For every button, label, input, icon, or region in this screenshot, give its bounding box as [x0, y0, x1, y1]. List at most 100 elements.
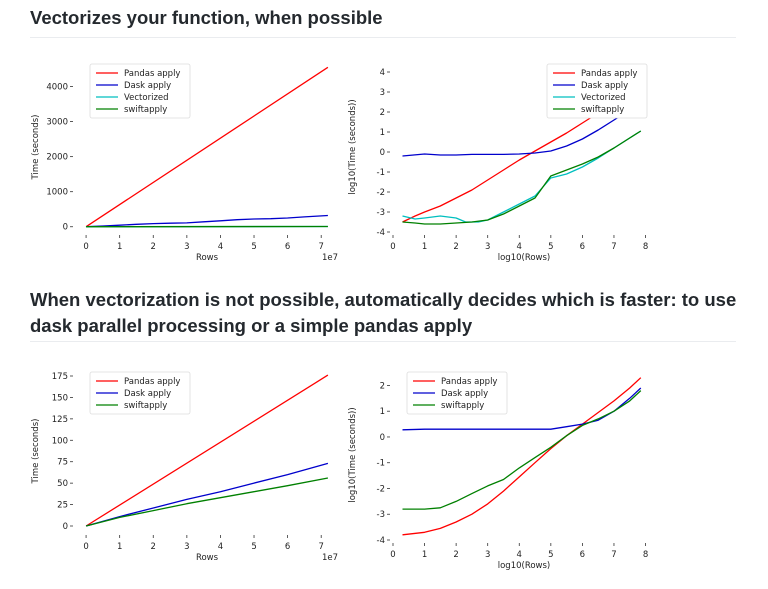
chart0-x-tick-label: 6	[285, 242, 290, 252]
chart1-y-tick-label: -2	[377, 188, 385, 198]
chart0-legend-label-pandas-apply: Pandas apply	[124, 69, 180, 79]
chart2-y-tick-label: 75	[57, 458, 68, 468]
chart2-x-tick-label: 3	[184, 542, 189, 552]
chart-log-time-vs-log-rows-vectorized: 0 1 2 3 4 5 6 7 8-4-3-2-101234log10(Rows)log10(T…	[348, 63, 648, 263]
chart0-y-tick-label: 1000	[46, 188, 68, 198]
chart3-legend-label-dask-apply: Dask apply	[441, 389, 488, 399]
chart3-legend-label-swiftapply: swiftapply	[441, 401, 484, 411]
chart2-legend: Pandas apply Dask apply swiftapply	[89, 371, 191, 415]
chart2-x-tick-label: 2	[151, 542, 156, 552]
heading-divider	[30, 37, 736, 38]
chart3-y-tick-label: -1	[377, 459, 385, 469]
chart1-y-tick-label: 0	[380, 148, 385, 158]
chart-log-time-vs-log-rows-not-vectorized: 0 1 2 3 4 5 6 7 8 -4 -3 -2 -1 0 1 2 log10(Rows) log10(Tim…	[348, 371, 648, 571]
chart3-legend-frame	[406, 371, 508, 415]
chart0-x-tick-label: 3	[184, 242, 189, 252]
chart1-x-tick-label: 6	[580, 242, 585, 252]
chart2-y-tick-label: 100	[52, 436, 68, 446]
chart2-y-tick-label: 25	[57, 501, 68, 511]
chart0-legend-label-swiftapply: swiftapply	[124, 105, 167, 115]
chart2-y-tick-label: 150	[52, 393, 68, 403]
chart0-series-pandas-apply	[85, 66, 329, 228]
chart1-x-axis-label: log10(Rows)	[498, 253, 551, 263]
chart2-y-tick-label: 125	[52, 415, 68, 425]
chart0-y-tick-label: 0	[63, 223, 68, 233]
chart1-x-tick-label: 8	[643, 242, 648, 252]
chart0-x-tick-label: 1	[117, 242, 122, 252]
chart2-legend-label-swiftapply: swiftapply	[124, 401, 167, 411]
chart2-legend-label-pandas-apply: Pandas apply	[124, 377, 180, 387]
chart3-x-tick-label: 3	[485, 550, 490, 560]
chart1-y-tick-label: 4	[380, 68, 385, 78]
chart2-y-tick-label: 50	[57, 479, 68, 489]
chart2-y-tick-label: 0	[63, 522, 68, 532]
chart3-y-tick-label: -3	[377, 510, 385, 520]
chart3-y-tick-label: 2	[380, 381, 385, 391]
chart1-legend-label-swiftapply: swiftapply	[581, 105, 624, 115]
chart0-x-tick-label: 7	[318, 242, 323, 252]
chart1-y-tick-label: 2	[380, 108, 385, 118]
chart2-series-pandas-apply	[85, 374, 329, 527]
chart1-x-tick-label: 2	[453, 242, 458, 252]
chart3-x-tick-label: 0	[390, 550, 395, 560]
chart0-series-dask-apply	[86, 214, 328, 228]
chart3-legend: Pandas apply Dask apply swiftapply	[406, 371, 508, 415]
chart2-x-tick-label: 0	[83, 542, 88, 552]
chart0-x-offset-text: 1e7	[322, 253, 338, 263]
chart0-legend-label-dask-apply: Dask apply	[124, 81, 171, 91]
chart1-legend-label-dask-apply: Dask apply	[581, 81, 628, 91]
chart0-x-tick-label: 5	[251, 242, 256, 252]
chart0-y-tick-label: 3000	[46, 118, 68, 128]
chart2-y-tick-label: 175	[52, 372, 68, 382]
chart2-x-tick-label: 4	[218, 542, 223, 552]
chart2-x-tick-label: 7	[318, 542, 323, 552]
chart-time-vs-rows-vectorized: 0 1 2 3 4 5 6 7 0 1000 2000 3000 4000 Rows Time (secon…	[31, 63, 338, 263]
chart2-legend-frame	[89, 371, 191, 415]
chart3-x-tick-label: 6	[580, 550, 585, 560]
chart1-series-vectorized	[402, 130, 642, 223]
chart1-legend-label-vectorized: Vectorized	[581, 93, 626, 103]
chart3-x-tick-label: 4	[517, 550, 522, 560]
chart0-y-axis-label: Time (seconds)	[31, 115, 41, 181]
chart1-x-tick-label: 1	[422, 242, 427, 252]
chart3-x-tick-label: 1	[422, 550, 427, 560]
chart2-x-tick-label: 6	[285, 542, 290, 552]
chart2-y-axis-label: Time (seconds)	[31, 419, 41, 485]
chart3-x-tick-label: 8	[643, 550, 648, 560]
chart0-x-tick-label: 2	[151, 242, 156, 252]
chart0-legend: Pandas apply Dask apply Vectorized swiftapp…	[89, 63, 191, 119]
chart2-x-offset-text: 1e7	[322, 553, 338, 563]
chart2-x-tick-label: 5	[251, 542, 256, 552]
chart1-y-tick-label: 1	[380, 128, 385, 138]
chart3-y-tick-label: -2	[377, 484, 385, 494]
chart1-x-tick-label: 7	[611, 242, 616, 252]
chart1-y-tick-label: -4	[377, 228, 385, 238]
chart1-legend-label-pandas-apply: Pandas apply	[581, 69, 637, 79]
chart1-y-tick-label: -3	[377, 208, 385, 218]
chart0-legend-frame	[89, 63, 191, 119]
chart2-series-dask-apply	[85, 462, 329, 527]
chart-time-vs-rows-not-vectorized: 0 1 2 3 4 5 6 7 0 25 50 75 100 125 150 175 Rows Time (sec…	[31, 371, 338, 563]
chart2-series-swiftapply	[85, 477, 329, 527]
chart1-x-tick-label: 5	[548, 242, 553, 252]
chart3-series-swiftapply	[402, 390, 642, 510]
chart0-y-tick-label: 4000	[46, 83, 68, 93]
chart3-y-tick-label: 1	[380, 407, 385, 417]
chart1-x-tick-label: 4	[517, 242, 522, 252]
chart0-x-axis-label: Rows	[196, 253, 219, 263]
chart3-x-tick-label: 7	[611, 550, 616, 560]
chart3-y-tick-label: -4	[377, 536, 385, 546]
chart2-x-axis-label: Rows	[196, 553, 219, 563]
chart0-legend-label-vectorized: Vectorized	[124, 93, 169, 103]
chart2-x-tick-label: 1	[117, 542, 122, 552]
chart3-x-tick-label: 2	[453, 550, 458, 560]
chart0-x-tick-label: 0	[83, 242, 88, 252]
chart0-y-tick-label: 2000	[46, 153, 68, 163]
chart1-y-tick-label: -1	[377, 168, 385, 178]
chart1-y-tick-label: 3	[380, 88, 385, 98]
chart3-y-axis-label: log10(Time (seconds))	[348, 407, 358, 502]
heading-divider	[30, 341, 736, 342]
chart2-legend-label-dask-apply: Dask apply	[124, 389, 171, 399]
chart1-y-axis-label: log10(Time (seconds))	[348, 99, 358, 194]
chart3-legend-label-pandas-apply: Pandas apply	[441, 377, 497, 387]
